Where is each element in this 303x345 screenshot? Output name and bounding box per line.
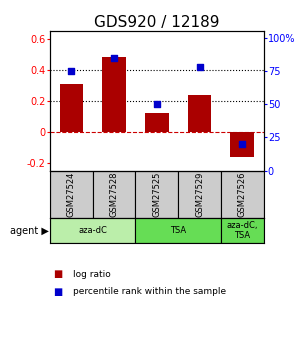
Bar <box>102 57 126 132</box>
Text: ■: ■ <box>53 269 62 279</box>
Bar <box>50 218 135 243</box>
Text: aza-dC: aza-dC <box>78 226 107 235</box>
Text: GSM27529: GSM27529 <box>195 172 204 217</box>
Text: aza-dC,
TSA: aza-dC, TSA <box>227 221 258 240</box>
Text: ■: ■ <box>53 287 62 296</box>
Bar <box>60 84 83 132</box>
Bar <box>221 218 264 243</box>
Text: GSM27526: GSM27526 <box>238 171 247 217</box>
Bar <box>50 171 93 218</box>
Text: TSA: TSA <box>170 226 186 235</box>
Bar <box>178 171 221 218</box>
Point <box>112 55 117 60</box>
Bar <box>135 171 178 218</box>
Bar <box>188 95 211 132</box>
Bar <box>93 171 135 218</box>
Text: GSM27524: GSM27524 <box>67 172 76 217</box>
Text: GSM27525: GSM27525 <box>152 172 161 217</box>
Text: GSM27528: GSM27528 <box>110 171 118 217</box>
Bar <box>145 113 168 132</box>
Point <box>155 101 159 107</box>
Bar <box>231 132 254 157</box>
Bar <box>221 171 264 218</box>
Bar <box>135 218 221 243</box>
Text: percentile rank within the sample: percentile rank within the sample <box>73 287 226 296</box>
Text: log ratio: log ratio <box>73 270 111 279</box>
Point <box>197 64 202 70</box>
Point <box>240 141 245 147</box>
Text: agent ▶: agent ▶ <box>10 226 49 236</box>
Title: GDS920 / 12189: GDS920 / 12189 <box>94 15 220 30</box>
Point <box>69 68 74 74</box>
